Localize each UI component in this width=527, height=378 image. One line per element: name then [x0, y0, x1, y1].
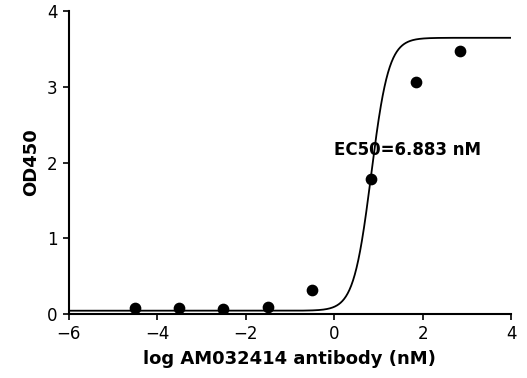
Text: EC50=6.883 nM: EC50=6.883 nM: [334, 141, 481, 159]
Y-axis label: OD450: OD450: [22, 129, 40, 197]
Point: [175, 305, 183, 311]
Point: [264, 304, 272, 310]
Point: [367, 176, 376, 182]
X-axis label: log AM032414 antibody (nM): log AM032414 antibody (nM): [143, 350, 436, 368]
Point: [412, 79, 420, 85]
Point: [456, 48, 464, 54]
Point: [308, 287, 316, 293]
Point: [219, 306, 228, 312]
Point: [131, 305, 139, 311]
